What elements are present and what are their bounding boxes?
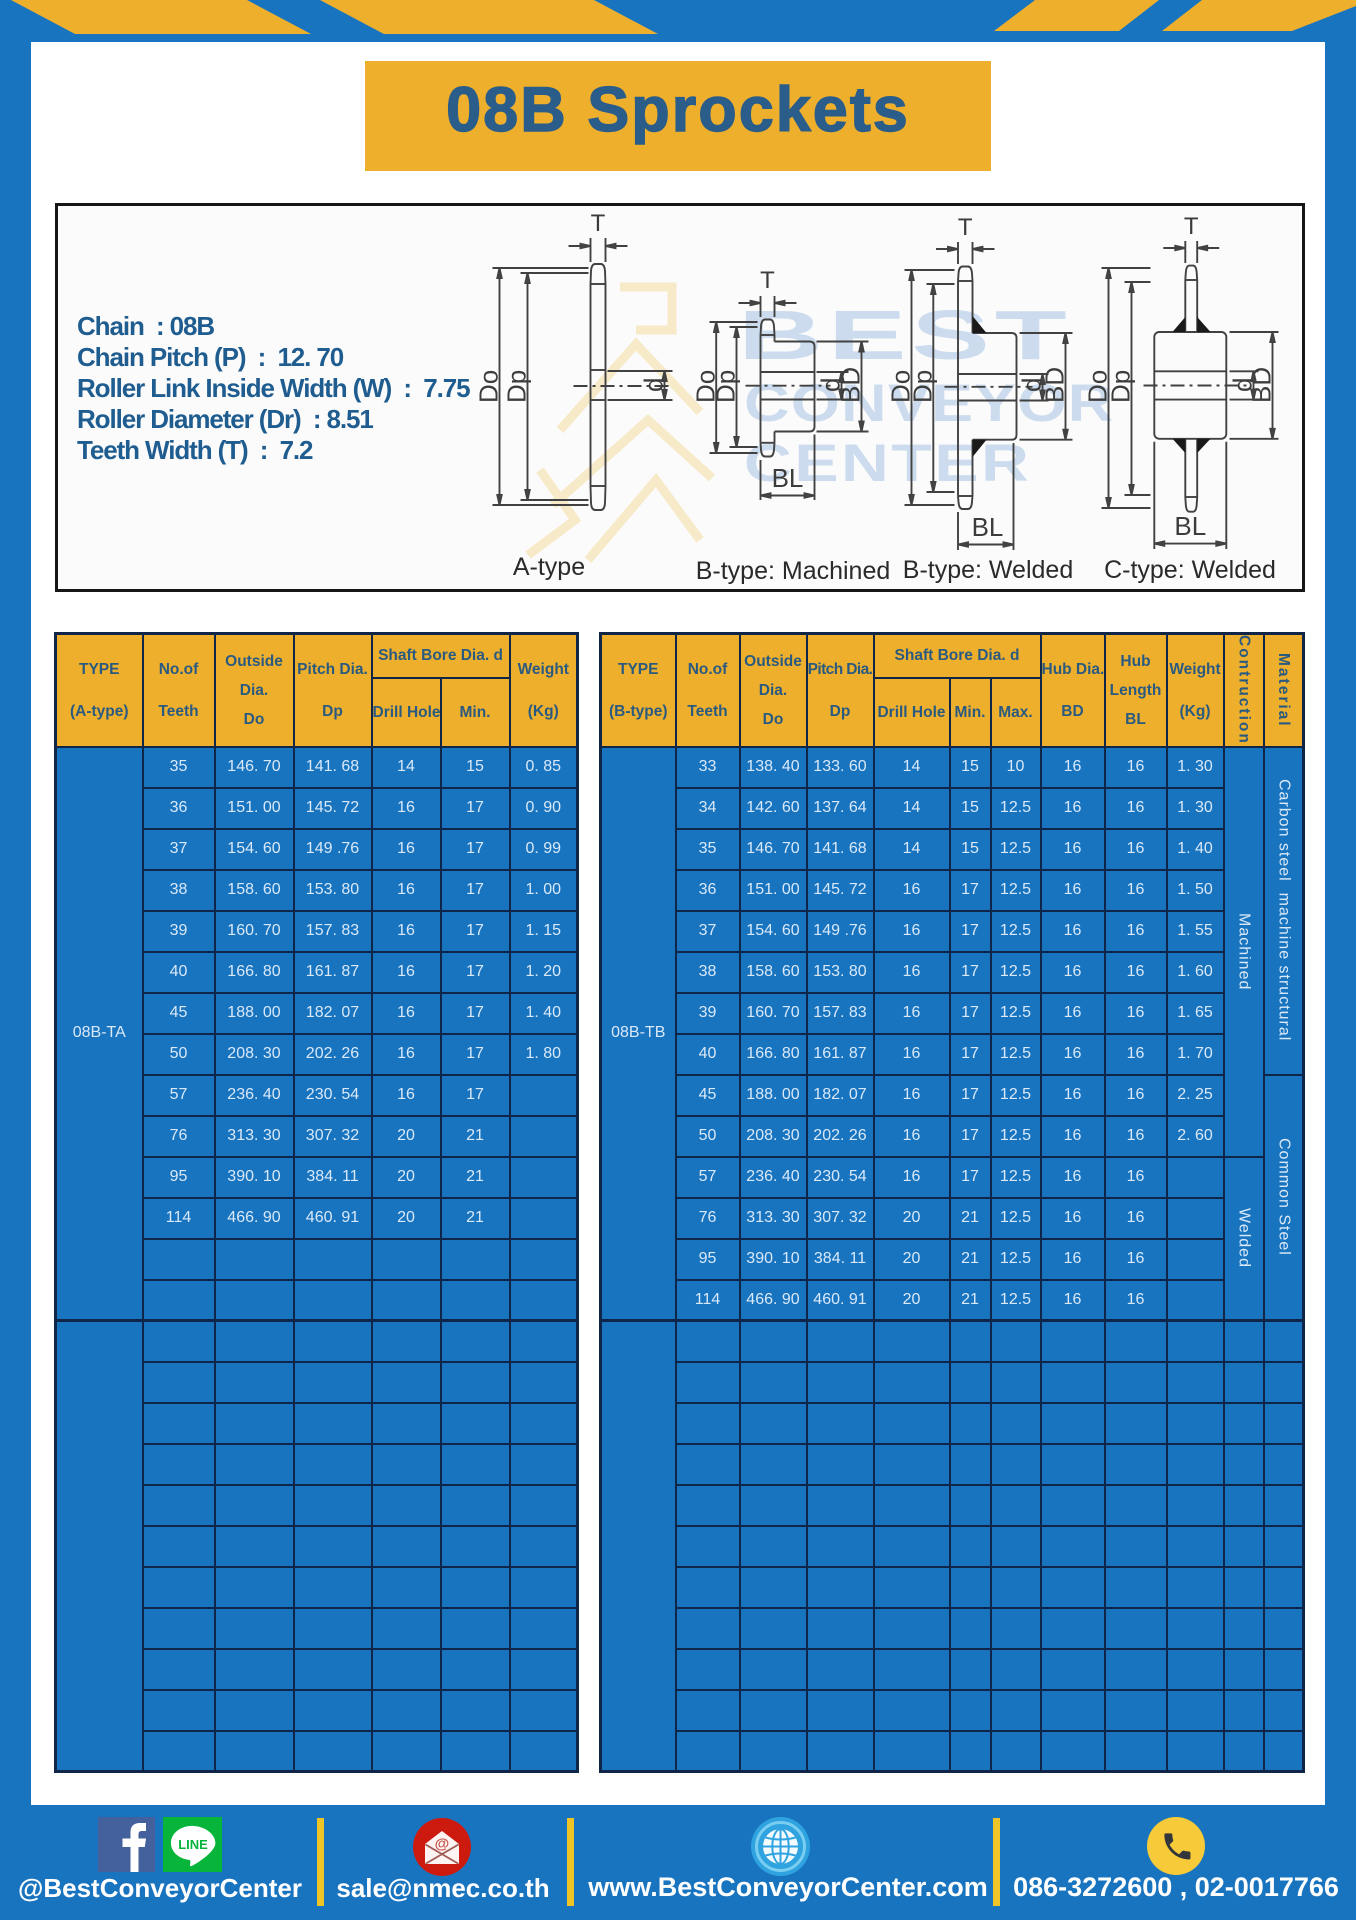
svg-text:C-type: Welded: C-type: Welded bbox=[1104, 556, 1276, 584]
svg-text:Dp: Dp bbox=[711, 370, 741, 403]
svg-text:BL: BL bbox=[972, 512, 1004, 542]
svg-text:A-type: A-type bbox=[513, 553, 585, 581]
svg-text:BL: BL bbox=[1174, 511, 1206, 541]
svg-text:d: d bbox=[639, 378, 669, 392]
svg-text:d: d bbox=[1228, 378, 1258, 392]
svg-text:B-type: Machined: B-type: Machined bbox=[696, 557, 891, 585]
svg-text:BD: BD bbox=[836, 367, 866, 403]
svg-text:Do: Do bbox=[474, 370, 504, 403]
svg-text:Do: Do bbox=[886, 370, 916, 403]
svg-text:@: @ bbox=[435, 1836, 450, 1853]
svg-text:B-type: Welded: B-type: Welded bbox=[903, 556, 1073, 584]
svg-text:T: T bbox=[591, 210, 606, 237]
svg-text:T: T bbox=[958, 214, 973, 241]
svg-text:BD: BD bbox=[1247, 367, 1277, 403]
svg-text:LINE: LINE bbox=[178, 1837, 208, 1852]
svg-text:BEST: BEST bbox=[738, 295, 1072, 374]
svg-text:Do: Do bbox=[1083, 370, 1113, 403]
svg-text:d: d bbox=[1017, 378, 1047, 392]
svg-text:BL: BL bbox=[772, 463, 804, 493]
svg-text:CONVEYOR: CONVEYOR bbox=[744, 374, 1114, 433]
svg-text:T: T bbox=[1184, 213, 1199, 240]
svg-text:Dp: Dp bbox=[908, 370, 938, 403]
svg-text:Dp: Dp bbox=[502, 370, 532, 403]
svg-text:d: d bbox=[816, 378, 846, 392]
svg-text:Dp: Dp bbox=[1106, 370, 1136, 403]
svg-text:Do: Do bbox=[691, 370, 721, 403]
svg-text:T: T bbox=[760, 267, 775, 294]
